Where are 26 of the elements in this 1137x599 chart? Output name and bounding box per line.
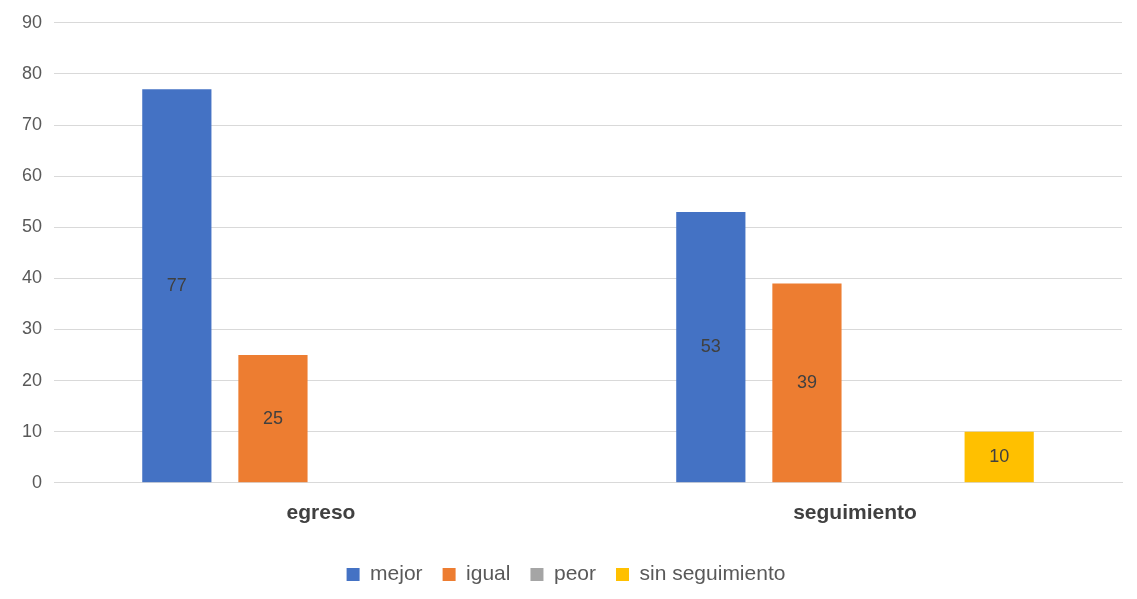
data-label: 25: [262, 407, 283, 428]
bar: [964, 431, 1034, 483]
y-tick-label: 90: [21, 11, 43, 32]
y-tick-label: 30: [21, 318, 43, 339]
y-tick-label: 40: [21, 267, 43, 288]
x-tick-label: egreso: [286, 500, 356, 524]
x-tick-label: seguimiento: [793, 500, 917, 524]
data-label: 10: [989, 445, 1010, 466]
legend-label: mejor: [370, 561, 423, 585]
bar: [238, 355, 308, 483]
bar: [142, 89, 212, 483]
y-tick-label: 20: [21, 369, 43, 390]
y-tick-label: 80: [21, 62, 43, 83]
legend-label: sin seguimiento: [639, 561, 786, 585]
data-label: 53: [700, 336, 721, 357]
y-tick-label: 50: [21, 216, 43, 237]
data-label: 77: [166, 274, 187, 295]
data-label: 39: [796, 371, 817, 392]
legend-label: peor: [553, 561, 597, 585]
y-tick-label: 60: [21, 165, 43, 186]
y-tick-label: 70: [21, 113, 43, 134]
y-tick-label: 10: [21, 420, 43, 441]
legend-label: igual: [466, 561, 511, 585]
bar: [676, 211, 746, 483]
bar: [772, 283, 842, 483]
y-tick-label: 0: [32, 471, 43, 492]
